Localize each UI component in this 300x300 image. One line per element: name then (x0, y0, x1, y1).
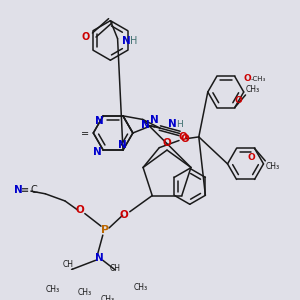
Text: CH₃: CH₃ (266, 162, 280, 171)
Text: O: O (163, 138, 171, 148)
Text: H: H (176, 120, 183, 129)
Text: N: N (150, 116, 159, 125)
Text: O: O (247, 153, 255, 162)
Text: =: = (81, 129, 89, 139)
Text: ≡: ≡ (22, 185, 30, 195)
Text: N: N (122, 36, 131, 46)
Text: N: N (95, 116, 104, 126)
Text: CH: CH (110, 264, 121, 273)
Text: CH₃: CH₃ (101, 295, 115, 300)
Text: H: H (130, 36, 137, 46)
Text: O: O (75, 205, 84, 215)
Text: CH₃: CH₃ (246, 85, 260, 94)
Text: N: N (95, 254, 103, 263)
Text: CH₃: CH₃ (134, 283, 148, 292)
Text: O: O (235, 96, 242, 105)
Text: O: O (243, 74, 251, 83)
Text: N: N (141, 120, 150, 130)
Text: P: P (100, 225, 109, 235)
Text: N: N (14, 185, 23, 195)
Text: O: O (81, 32, 89, 42)
Text: O: O (181, 134, 189, 144)
Text: CH₃: CH₃ (78, 288, 92, 297)
Text: C: C (30, 185, 37, 195)
Text: N: N (92, 147, 101, 157)
Text: N: N (168, 119, 177, 129)
Text: CH: CH (62, 260, 73, 269)
Text: O: O (178, 132, 187, 142)
Text: O: O (120, 210, 129, 220)
Text: -CH₃: -CH₃ (250, 76, 266, 82)
Text: CH₃: CH₃ (45, 284, 59, 293)
Text: N: N (118, 140, 127, 150)
